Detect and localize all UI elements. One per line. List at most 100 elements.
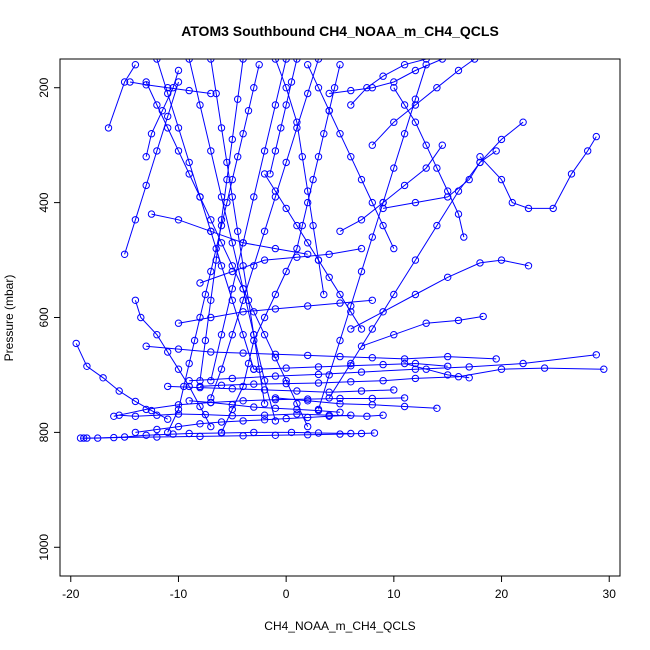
data-point <box>239 331 247 339</box>
series-line <box>189 354 597 382</box>
data-point <box>357 368 366 376</box>
y-tick-label: 800 <box>37 422 51 442</box>
series-34 <box>142 342 500 363</box>
data-point <box>131 397 140 406</box>
data-point <box>239 397 247 405</box>
data-point <box>390 164 398 172</box>
data-point <box>142 81 150 89</box>
data-point <box>239 239 247 247</box>
series-layer <box>72 59 608 442</box>
data-point <box>390 290 398 299</box>
data-point <box>164 112 172 121</box>
data-point <box>390 331 398 339</box>
data-point <box>465 363 473 371</box>
data-point <box>304 351 312 360</box>
data-point <box>497 175 506 184</box>
x-tick-label: -10 <box>170 587 188 601</box>
data-point <box>347 153 355 161</box>
data-point <box>72 339 80 348</box>
data-point <box>422 365 430 373</box>
data-point <box>433 404 441 412</box>
data-point <box>110 412 118 420</box>
data-point <box>228 135 237 144</box>
data-point <box>147 406 156 415</box>
series-43 <box>131 411 355 437</box>
data-point <box>217 418 226 426</box>
data-point <box>476 153 484 161</box>
data-point <box>357 342 366 350</box>
data-point <box>271 101 280 109</box>
data-point <box>260 147 269 155</box>
data-point <box>174 365 183 373</box>
data-point <box>185 86 193 95</box>
x-axis: -20 -10 0 10 20 30 <box>62 576 616 601</box>
data-point <box>234 227 242 236</box>
data-point <box>336 130 344 138</box>
data-point <box>584 147 592 155</box>
data-point <box>479 312 487 321</box>
series-line <box>253 362 448 370</box>
data-point <box>228 193 237 201</box>
series-line <box>113 397 405 417</box>
series-27 <box>185 59 280 425</box>
data-point <box>196 383 204 392</box>
y-tick-label: 400 <box>37 192 51 212</box>
data-point <box>304 397 312 405</box>
data-point <box>234 153 242 161</box>
data-point <box>314 429 323 437</box>
series-line <box>210 59 319 399</box>
data-point <box>347 101 355 109</box>
data-point <box>390 244 398 253</box>
data-point <box>444 187 452 195</box>
data-point <box>390 84 398 92</box>
data-point <box>411 256 420 264</box>
data-point <box>314 256 323 264</box>
data-point <box>411 118 420 126</box>
data-point <box>357 429 366 438</box>
series-39 <box>390 84 468 241</box>
data-point <box>131 296 140 304</box>
data-point <box>196 101 204 109</box>
data-point <box>379 198 387 207</box>
series-8 <box>131 296 215 431</box>
data-point <box>304 302 312 310</box>
data-point <box>131 428 140 437</box>
data-point <box>80 434 88 442</box>
data-point <box>444 371 452 379</box>
data-point <box>368 296 376 304</box>
data-point <box>336 430 344 438</box>
series-line <box>210 59 287 381</box>
data-point <box>271 404 280 412</box>
y-axis: 200 400 600 800 1000 <box>37 77 60 561</box>
data-point <box>293 410 301 418</box>
series-44 <box>185 397 344 416</box>
series-24 <box>271 59 328 299</box>
data-point <box>497 256 506 264</box>
data-point <box>147 210 156 218</box>
data-point <box>164 428 172 437</box>
data-point <box>169 430 177 438</box>
data-point <box>260 386 269 394</box>
data-point <box>411 95 420 103</box>
data-point <box>357 244 366 253</box>
data-point <box>120 78 129 86</box>
series-20 <box>379 147 500 213</box>
data-point <box>250 84 258 92</box>
data-point <box>185 59 193 63</box>
data-point <box>260 227 269 236</box>
data-point <box>271 372 280 380</box>
data-point <box>104 124 113 132</box>
series-45 <box>260 170 366 333</box>
data-point <box>196 313 204 322</box>
data-point <box>190 336 199 345</box>
data-point <box>174 124 183 132</box>
data-point <box>282 59 290 63</box>
data-point <box>400 181 409 190</box>
data-point <box>460 233 468 241</box>
data-point <box>217 124 226 132</box>
data-point <box>592 351 600 359</box>
data-point <box>363 412 371 420</box>
data-point <box>293 118 301 126</box>
